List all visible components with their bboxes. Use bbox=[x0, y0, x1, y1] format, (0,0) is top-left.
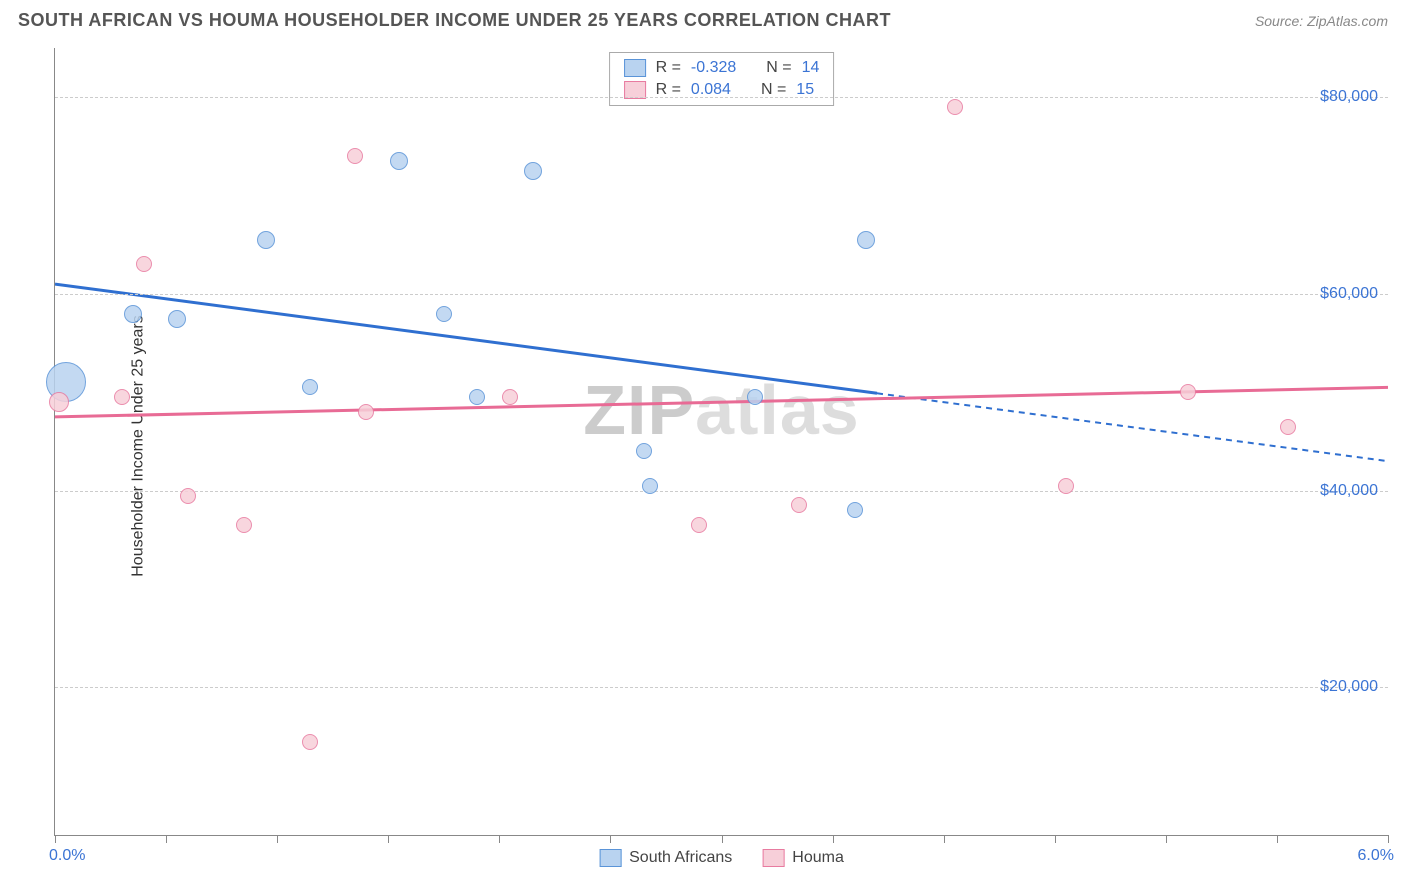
watermark: ZIPatlas bbox=[583, 370, 859, 450]
data-point bbox=[302, 734, 318, 750]
x-tick bbox=[388, 835, 389, 843]
x-tick bbox=[499, 835, 500, 843]
swatch-sa-bottom bbox=[599, 849, 621, 867]
x-tick bbox=[55, 835, 56, 843]
data-point bbox=[436, 306, 452, 322]
data-point bbox=[847, 502, 863, 518]
n-value-sa: 14 bbox=[802, 59, 820, 77]
chart-title: SOUTH AFRICAN VS HOUMA HOUSEHOLDER INCOM… bbox=[18, 10, 891, 31]
data-point bbox=[236, 517, 252, 533]
data-point bbox=[347, 148, 363, 164]
x-axis-end: 6.0% bbox=[1358, 847, 1394, 865]
data-point bbox=[1280, 419, 1296, 435]
data-point bbox=[502, 389, 518, 405]
n-label: N = bbox=[766, 59, 791, 77]
y-tick-label: $40,000 bbox=[1320, 482, 1378, 500]
data-point bbox=[124, 305, 142, 323]
data-point bbox=[857, 231, 875, 249]
x-tick bbox=[1277, 835, 1278, 843]
x-tick bbox=[166, 835, 167, 843]
y-tick-label: $80,000 bbox=[1320, 88, 1378, 106]
data-point bbox=[747, 389, 763, 405]
gridline bbox=[55, 97, 1388, 98]
series-legend: South Africans Houma bbox=[599, 849, 844, 867]
series-name-sa: South Africans bbox=[629, 849, 732, 867]
data-point bbox=[469, 389, 485, 405]
x-tick bbox=[610, 835, 611, 843]
x-tick bbox=[833, 835, 834, 843]
r-label: R = bbox=[656, 59, 681, 77]
series-name-houma: Houma bbox=[792, 849, 844, 867]
data-point bbox=[358, 404, 374, 420]
legend-row-sa: R = -0.328 N = 14 bbox=[624, 57, 820, 79]
data-point bbox=[180, 488, 196, 504]
x-tick bbox=[1055, 835, 1056, 843]
x-tick bbox=[277, 835, 278, 843]
data-point bbox=[257, 231, 275, 249]
watermark-part1: ZIP bbox=[583, 371, 695, 449]
trend-lines bbox=[55, 48, 1388, 835]
data-point bbox=[390, 152, 408, 170]
gridline bbox=[55, 491, 1388, 492]
data-point bbox=[524, 162, 542, 180]
data-point bbox=[1058, 478, 1074, 494]
chart-source: Source: ZipAtlas.com bbox=[1255, 13, 1388, 29]
y-tick-label: $20,000 bbox=[1320, 678, 1378, 696]
y-tick-label: $60,000 bbox=[1320, 285, 1378, 303]
x-tick bbox=[1166, 835, 1167, 843]
watermark-part2: atlas bbox=[695, 371, 860, 449]
data-point bbox=[168, 310, 186, 328]
data-point bbox=[947, 99, 963, 115]
swatch-houma-bottom bbox=[762, 849, 784, 867]
data-point bbox=[636, 443, 652, 459]
gridline bbox=[55, 294, 1388, 295]
x-tick bbox=[944, 835, 945, 843]
data-point bbox=[136, 256, 152, 272]
swatch-sa bbox=[624, 59, 646, 77]
r-value-sa: -0.328 bbox=[691, 59, 736, 77]
data-point bbox=[302, 379, 318, 395]
data-point bbox=[49, 392, 69, 412]
data-point bbox=[642, 478, 658, 494]
x-axis-start: 0.0% bbox=[49, 847, 85, 865]
legend-item-sa: South Africans bbox=[599, 849, 732, 867]
data-point bbox=[114, 389, 130, 405]
data-point bbox=[791, 497, 807, 513]
scatter-chart: ZIPatlas R = -0.328 N = 14 R = 0.084 N =… bbox=[54, 48, 1388, 836]
legend-item-houma: Houma bbox=[762, 849, 844, 867]
gridline bbox=[55, 687, 1388, 688]
chart-header: SOUTH AFRICAN VS HOUMA HOUSEHOLDER INCOM… bbox=[0, 0, 1406, 37]
data-point bbox=[1180, 384, 1196, 400]
x-tick bbox=[722, 835, 723, 843]
data-point bbox=[691, 517, 707, 533]
x-tick bbox=[1388, 835, 1389, 843]
